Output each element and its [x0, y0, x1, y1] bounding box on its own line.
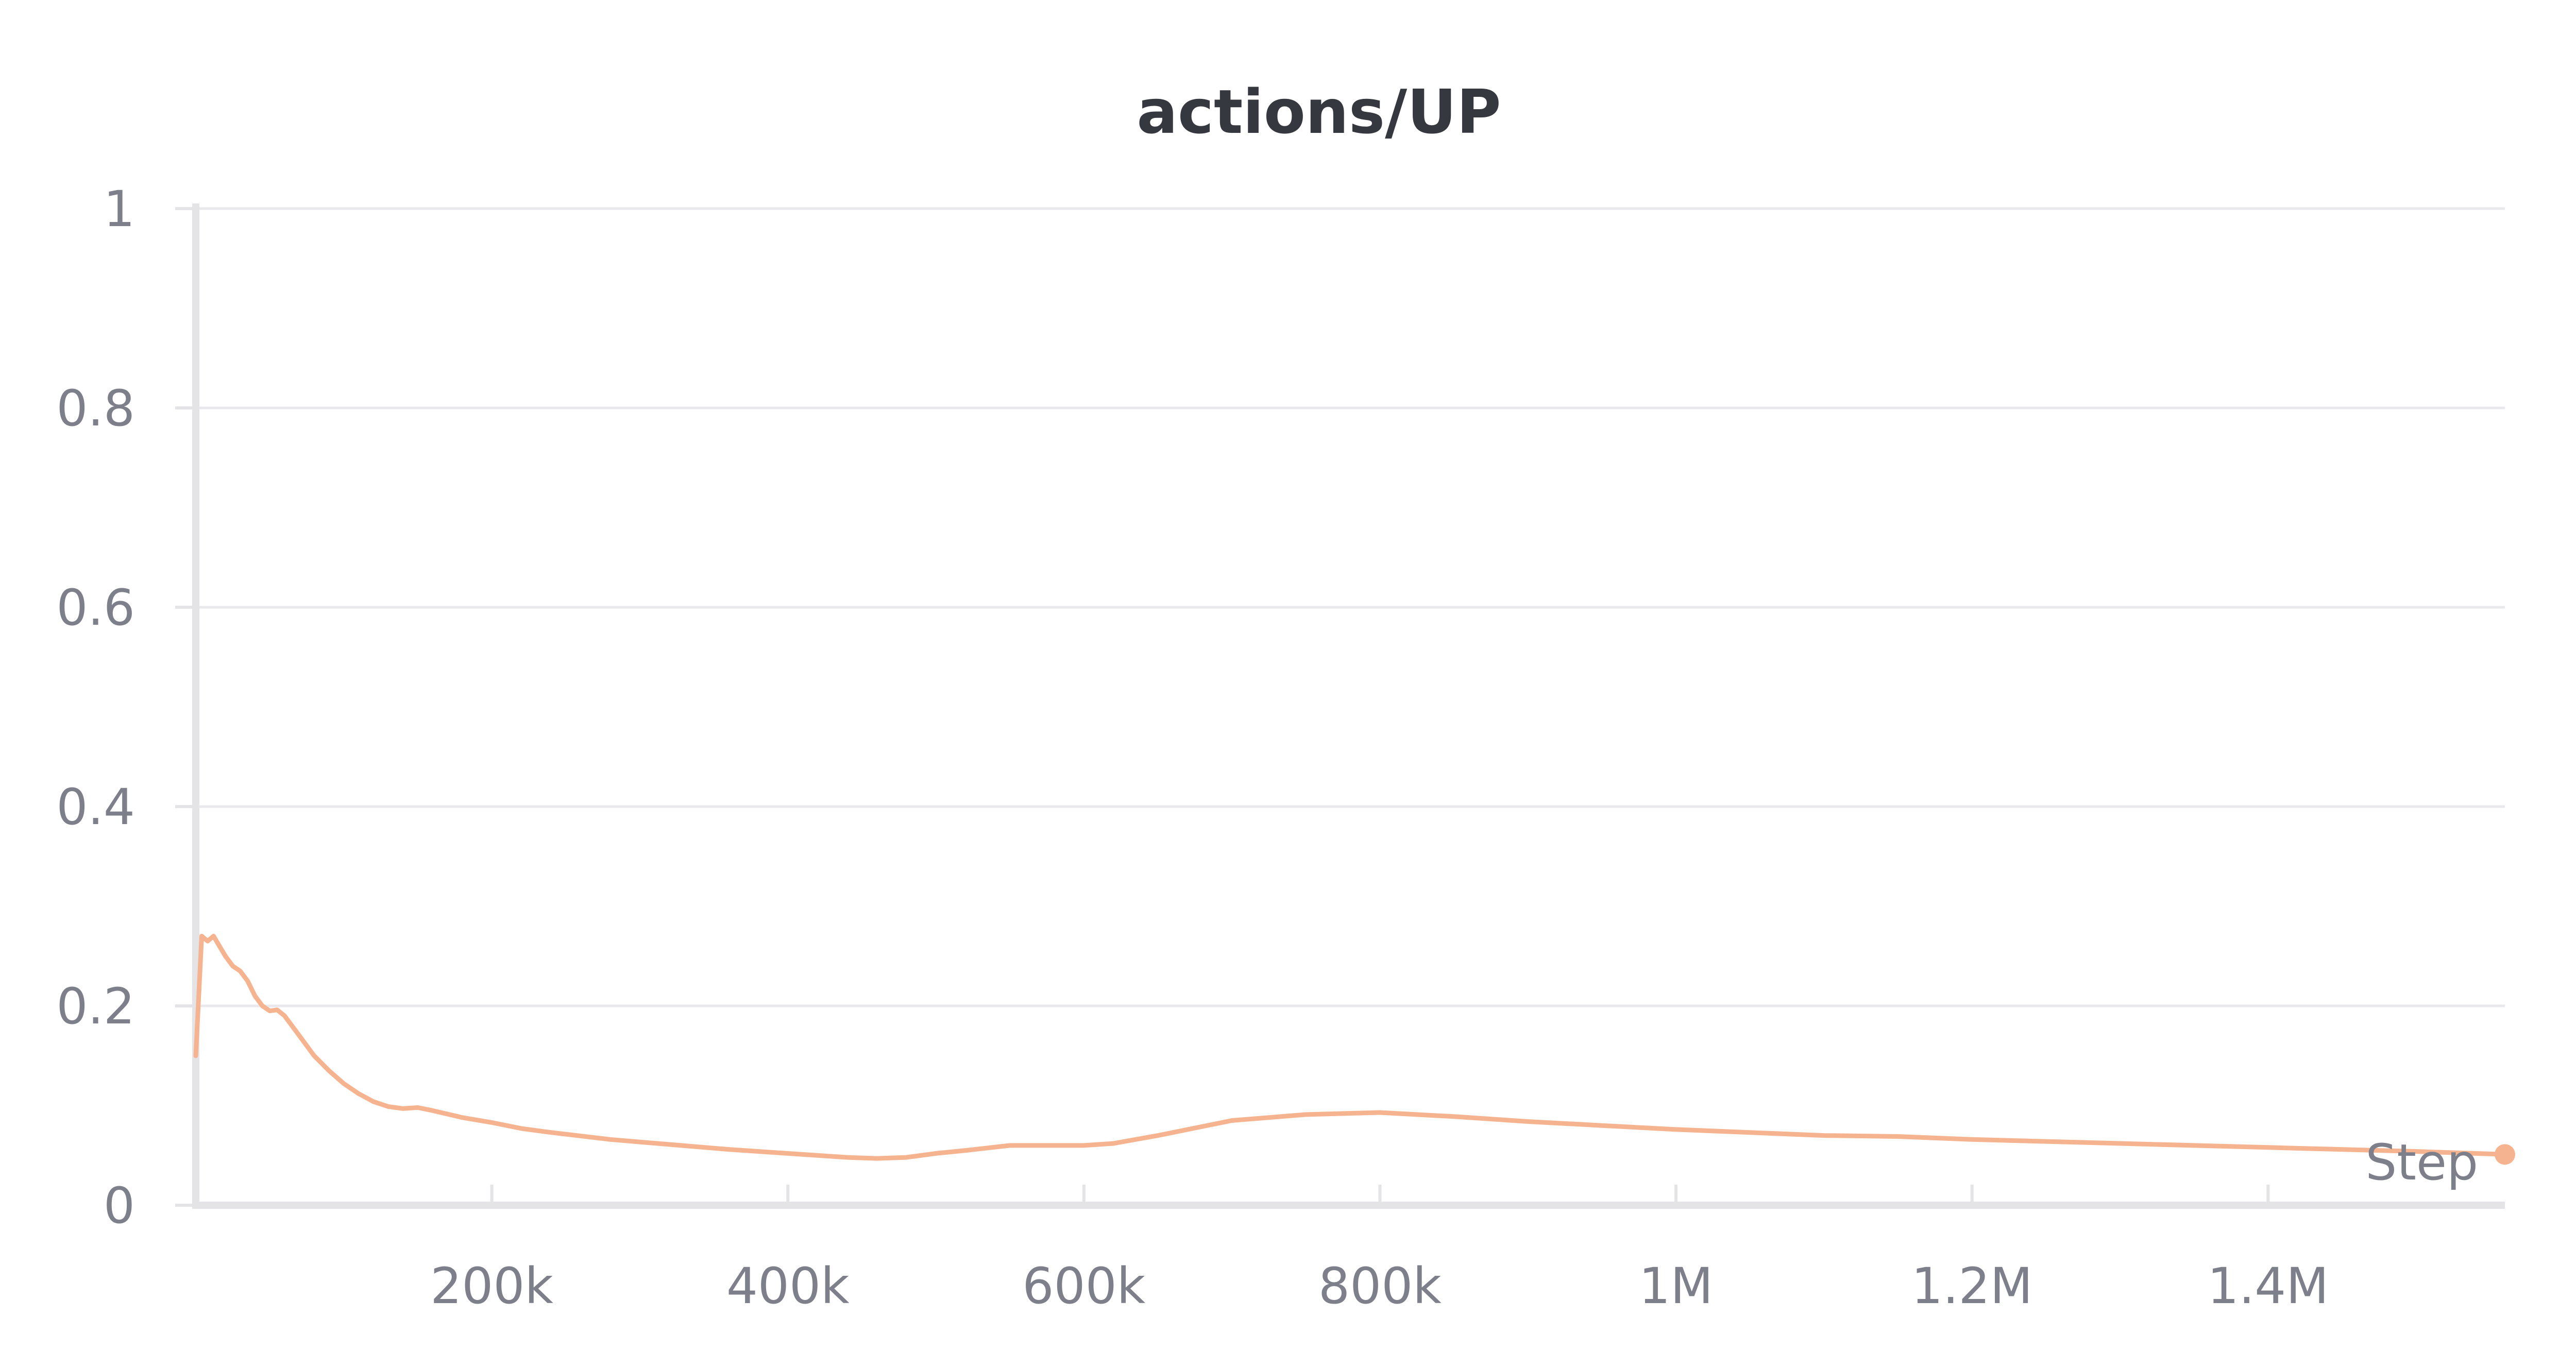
- x-tick-label: 600k: [1022, 1257, 1145, 1315]
- y-tick-label: 0.4: [56, 778, 135, 836]
- y-tick-label: 0.8: [56, 380, 135, 437]
- x-tick-label: 1.2M: [1911, 1257, 2033, 1315]
- y-tick-label: 0.2: [56, 978, 135, 1035]
- grid-layer: [196, 207, 2505, 1007]
- series-line: [193, 934, 2507, 1161]
- x-tick-label: 400k: [726, 1257, 850, 1315]
- series-end-point: [2495, 1144, 2515, 1165]
- axes-layer: [175, 203, 2505, 1209]
- y-tick-label: 0.6: [56, 579, 135, 637]
- x-tick-label: 1.4M: [2208, 1257, 2329, 1315]
- y-tick-label: 0: [104, 1177, 135, 1235]
- x-axis-label: Step: [2365, 1134, 2478, 1191]
- series-layer: [193, 934, 2515, 1165]
- labels-layer: 0 0.2 0.4 0.6 0.8 1 200k 400k 600k 800k 1M 1.2M 1.4M…: [56, 180, 2478, 1315]
- x-tick-label: 800k: [1318, 1257, 1442, 1315]
- y-tick-label: 1: [104, 180, 135, 238]
- x-tick-label: 1M: [1639, 1257, 1713, 1315]
- chart-title: actions/UP: [1137, 76, 1501, 147]
- x-tick-label: 200k: [430, 1257, 553, 1315]
